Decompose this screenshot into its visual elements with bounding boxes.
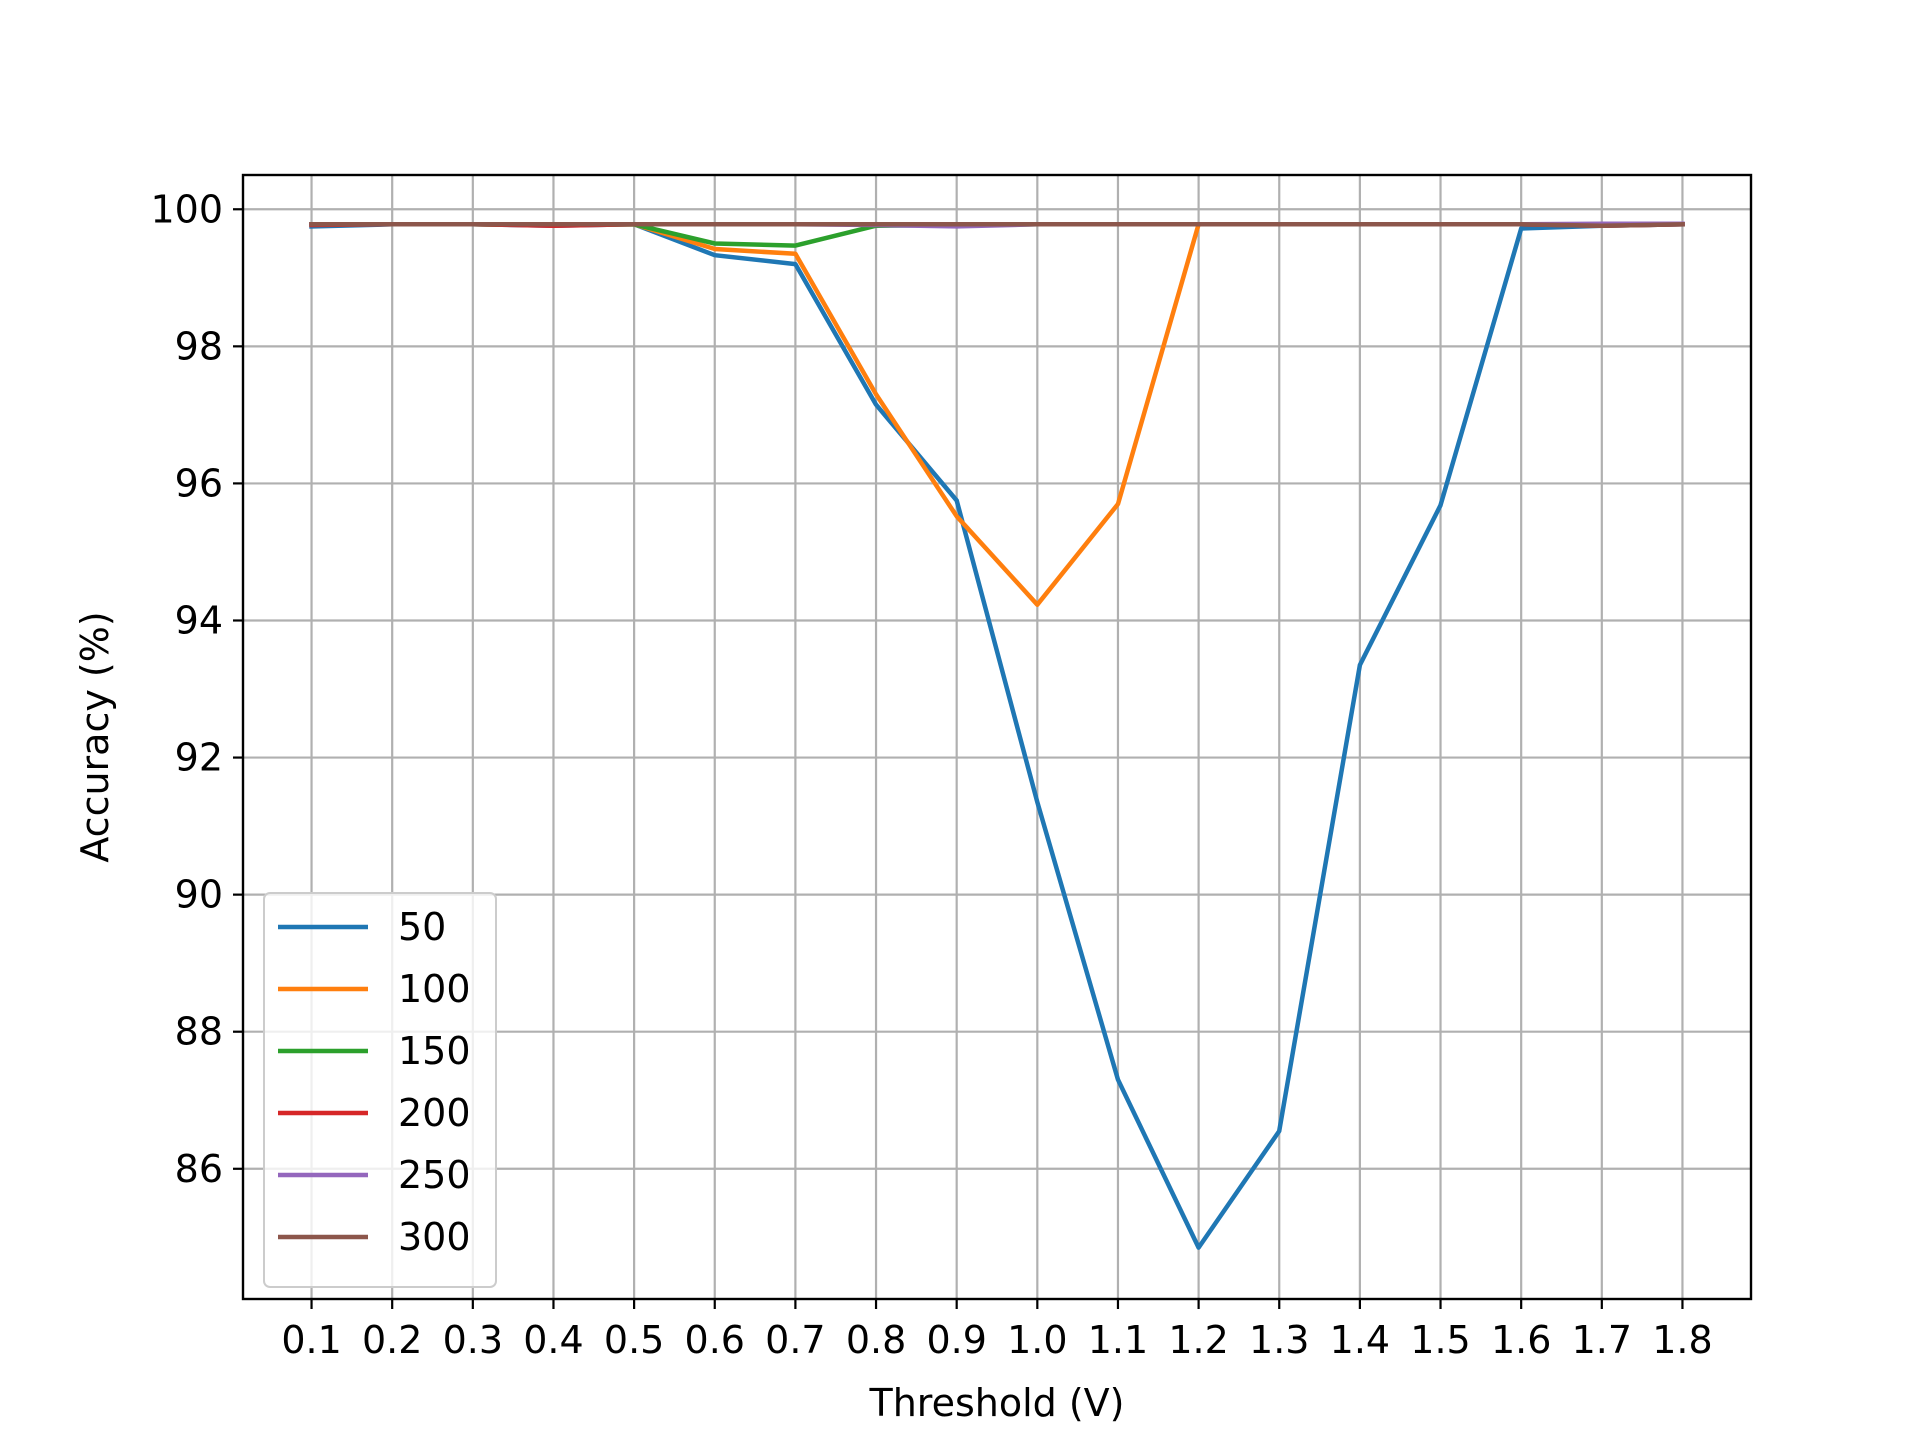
x-tick-label: 1.4: [1330, 1318, 1390, 1362]
x-tick-label: 0.3: [443, 1318, 503, 1362]
x-tick-label: 0.1: [281, 1318, 341, 1362]
x-tick-label: 0.7: [765, 1318, 825, 1362]
legend-box: [263, 892, 497, 1288]
x-tick-label: 1.5: [1410, 1318, 1470, 1362]
x-tick-label: 1.1: [1088, 1318, 1148, 1362]
x-tick-label: 1.2: [1168, 1318, 1228, 1362]
legend: 50 100 150 200 250 300: [263, 892, 497, 1288]
plot-series: [309, 221, 1685, 1250]
grid: [243, 175, 1751, 1299]
y-tick-label: 90: [175, 873, 223, 917]
x-tick-label: 1.6: [1491, 1318, 1551, 1362]
x-axis-label: Threshold (V): [869, 1381, 1125, 1425]
y-axis-label: Accuracy (%): [73, 611, 117, 862]
plot-frame: [241, 173, 1753, 1301]
axis-ticks: 0.1 0.2 0.3 0.4 0.5 0.6 0.7 0.8 0.9 1.0 1.1 1.2 1.3 1…: [150, 187, 1712, 1362]
legend-label-300: 300: [398, 1215, 471, 1259]
x-tick-label: 0.2: [362, 1318, 422, 1362]
x-tick-label: 0.6: [685, 1318, 745, 1362]
legend-label-50: 50: [398, 905, 446, 949]
y-tick-label: 94: [175, 598, 223, 642]
y-tick-label: 96: [175, 461, 223, 505]
legend-label-250: 250: [398, 1153, 471, 1197]
x-tick-label: 1.8: [1652, 1318, 1712, 1362]
series-line-300: [309, 222, 1685, 228]
legend-label-100: 100: [398, 967, 471, 1011]
y-tick-label: 86: [175, 1147, 223, 1191]
x-tick-label: 1.3: [1249, 1318, 1309, 1362]
x-tick-label: 0.5: [604, 1318, 664, 1362]
y-tick-label: 98: [175, 324, 223, 368]
x-tick-label: 0.8: [846, 1318, 906, 1362]
y-tick-label: 88: [175, 1010, 223, 1054]
x-tick-label: 0.9: [926, 1318, 986, 1362]
legend-label-150: 150: [398, 1029, 471, 1073]
legend-label-200: 200: [398, 1091, 471, 1135]
x-tick-label: 0.4: [523, 1318, 583, 1362]
y-tick-label: 100: [150, 187, 223, 231]
y-tick-label: 92: [175, 736, 223, 780]
x-tick-label: 1.0: [1007, 1318, 1067, 1362]
x-tick-label: 1.7: [1572, 1318, 1632, 1362]
